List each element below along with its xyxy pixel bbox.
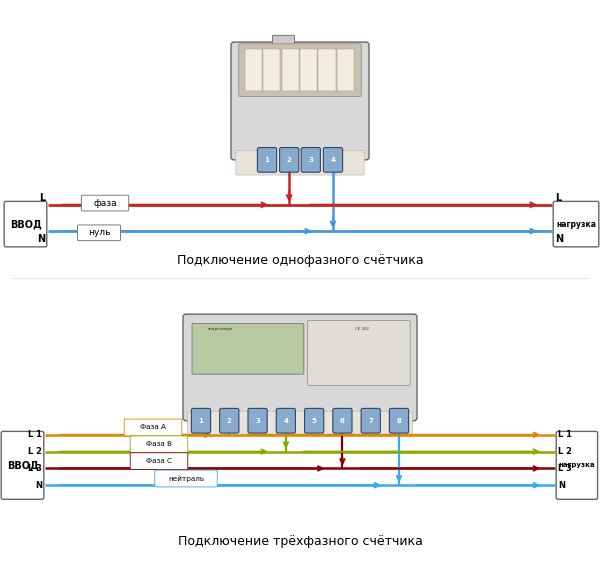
FancyBboxPatch shape	[155, 470, 217, 487]
Text: L 1: L 1	[28, 430, 42, 439]
Text: N: N	[558, 481, 565, 490]
Text: N: N	[555, 234, 563, 244]
FancyBboxPatch shape	[281, 49, 299, 91]
FancyBboxPatch shape	[231, 42, 369, 160]
FancyBboxPatch shape	[191, 408, 211, 433]
FancyBboxPatch shape	[239, 44, 361, 96]
Text: энергомера: энергомера	[208, 327, 233, 331]
FancyBboxPatch shape	[245, 49, 262, 91]
Text: нагрузка: нагрузка	[559, 462, 595, 468]
FancyBboxPatch shape	[280, 148, 299, 172]
FancyBboxPatch shape	[323, 148, 343, 172]
Text: 2: 2	[227, 418, 232, 424]
FancyBboxPatch shape	[389, 408, 409, 433]
FancyBboxPatch shape	[361, 408, 380, 433]
Text: Подключение однофазного счётчика: Подключение однофазного счётчика	[176, 254, 424, 268]
Text: фаза: фаза	[93, 199, 117, 208]
Text: 2: 2	[287, 157, 292, 163]
FancyBboxPatch shape	[333, 408, 352, 433]
Text: 4: 4	[283, 418, 289, 424]
Text: Подключение трёхфазного счётчика: Подключение трёхфазного счётчика	[178, 535, 422, 548]
Text: 3: 3	[255, 418, 260, 424]
FancyBboxPatch shape	[81, 195, 128, 211]
FancyBboxPatch shape	[192, 324, 304, 374]
FancyBboxPatch shape	[319, 49, 335, 91]
FancyBboxPatch shape	[257, 148, 277, 172]
FancyBboxPatch shape	[1, 431, 44, 499]
Text: L: L	[39, 193, 45, 203]
FancyBboxPatch shape	[553, 201, 599, 247]
Text: 1: 1	[265, 157, 269, 163]
FancyBboxPatch shape	[130, 453, 188, 470]
Text: 4: 4	[331, 157, 335, 163]
Text: L 1: L 1	[558, 430, 572, 439]
FancyBboxPatch shape	[556, 431, 598, 499]
Text: ВВОД: ВВОД	[7, 461, 38, 470]
Text: L 3: L 3	[558, 464, 572, 473]
Text: L 3: L 3	[28, 464, 42, 473]
Text: ВВОД: ВВОД	[10, 219, 41, 229]
FancyBboxPatch shape	[188, 411, 412, 436]
FancyBboxPatch shape	[263, 49, 280, 91]
FancyBboxPatch shape	[301, 148, 320, 172]
Text: N: N	[37, 234, 45, 244]
FancyBboxPatch shape	[272, 35, 295, 52]
FancyBboxPatch shape	[307, 320, 410, 385]
FancyBboxPatch shape	[276, 408, 295, 433]
Text: L 2: L 2	[28, 447, 42, 456]
FancyBboxPatch shape	[248, 408, 267, 433]
Text: Фаза В: Фаза В	[146, 442, 172, 447]
FancyBboxPatch shape	[236, 150, 364, 175]
FancyBboxPatch shape	[220, 408, 239, 433]
Text: N: N	[35, 481, 42, 490]
Text: L: L	[555, 193, 561, 203]
Text: 1: 1	[199, 418, 203, 424]
Text: Фаза А: Фаза А	[140, 425, 166, 430]
Text: нагрузка: нагрузка	[556, 219, 596, 229]
FancyBboxPatch shape	[183, 314, 417, 421]
FancyBboxPatch shape	[305, 408, 324, 433]
FancyBboxPatch shape	[4, 201, 47, 247]
FancyBboxPatch shape	[77, 225, 121, 241]
Text: Фаза С: Фаза С	[146, 458, 172, 464]
Text: нейтраль: нейтраль	[168, 475, 204, 482]
FancyBboxPatch shape	[130, 436, 188, 453]
Text: СЕ 302: СЕ 302	[355, 327, 369, 331]
FancyBboxPatch shape	[337, 49, 354, 91]
Text: 7: 7	[368, 418, 373, 424]
Text: 5: 5	[312, 418, 317, 424]
FancyBboxPatch shape	[300, 49, 317, 91]
Text: 6: 6	[340, 418, 345, 424]
FancyBboxPatch shape	[124, 419, 182, 436]
Text: 3: 3	[308, 157, 313, 163]
Text: L 2: L 2	[558, 447, 572, 456]
Text: нуль: нуль	[88, 228, 110, 237]
Text: 8: 8	[397, 418, 401, 424]
